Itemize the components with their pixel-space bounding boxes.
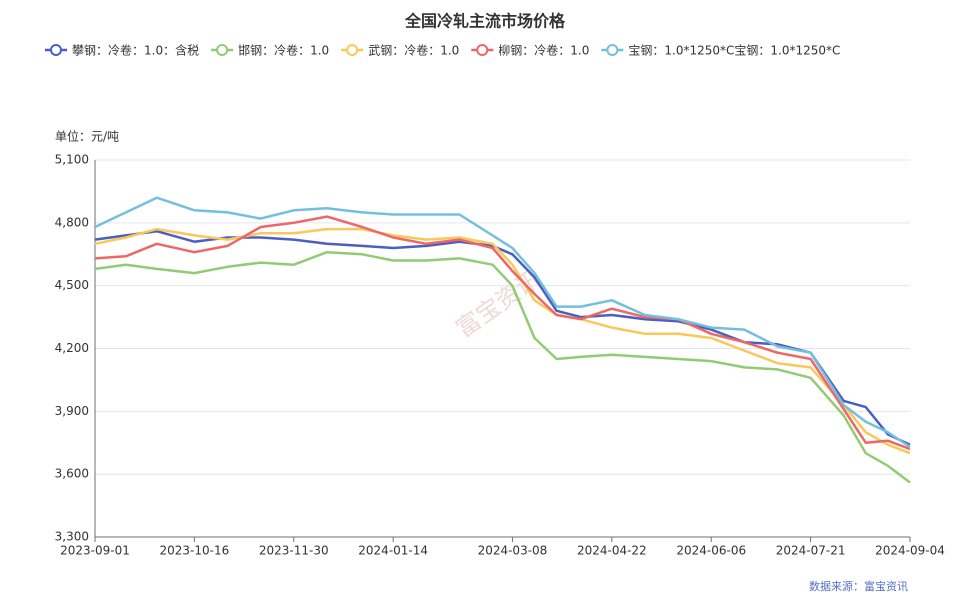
- series-line: [94, 227, 911, 455]
- series-line: [94, 250, 911, 484]
- legend-label: 武钢：冷卷：1.0: [368, 43, 459, 58]
- y-tick-label: 5,100: [55, 153, 89, 167]
- chart-title: 全国冷轧主流市场价格: [404, 12, 566, 31]
- series-line: [94, 196, 911, 448]
- legend-marker: [476, 44, 489, 56]
- y-axis-label: 单位：元/吨: [55, 129, 119, 144]
- y-tick-label: 3,900: [55, 404, 89, 418]
- y-tick-label: 3,300: [55, 530, 89, 544]
- x-tick-label: 2023-10-16: [160, 544, 230, 558]
- legend-label: 宝钢：1.0*1250*C宝钢：1.0*1250*C: [628, 44, 840, 58]
- x-tick-label: 2023-11-30: [259, 544, 329, 558]
- series-line: [94, 215, 911, 451]
- x-tick-label: 2024-06-06: [676, 544, 746, 558]
- y-tick-label: 4,500: [55, 278, 89, 292]
- x-tick-label: 2024-04-22: [577, 544, 647, 558]
- x-tick-label: 2024-09-04: [875, 544, 945, 558]
- x-tick-label: 2024-07-21: [776, 544, 846, 558]
- x-tick-label: 2023-09-01: [60, 544, 130, 558]
- legend-marker: [346, 44, 359, 56]
- legend-marker: [216, 44, 229, 56]
- legend-marker: [50, 44, 62, 56]
- y-tick-label: 3,600: [55, 467, 89, 481]
- legend-label: 邯钢：冷卷：1.0: [238, 43, 329, 58]
- x-tick-label: 2024-01-14: [358, 544, 428, 558]
- x-tick-label: 2024-03-08: [478, 544, 548, 558]
- legend-label: 柳钢：冷卷：1.0: [498, 43, 589, 58]
- source: 数据来源：富宝资讯: [809, 579, 908, 593]
- legend-marker: [606, 44, 619, 56]
- series-line: [94, 229, 911, 446]
- legend-label: 攀钢：冷卷：1.0：含税: [72, 43, 199, 58]
- y-tick-label: 4,800: [55, 215, 89, 229]
- y-tick-label: 4,200: [55, 341, 89, 355]
